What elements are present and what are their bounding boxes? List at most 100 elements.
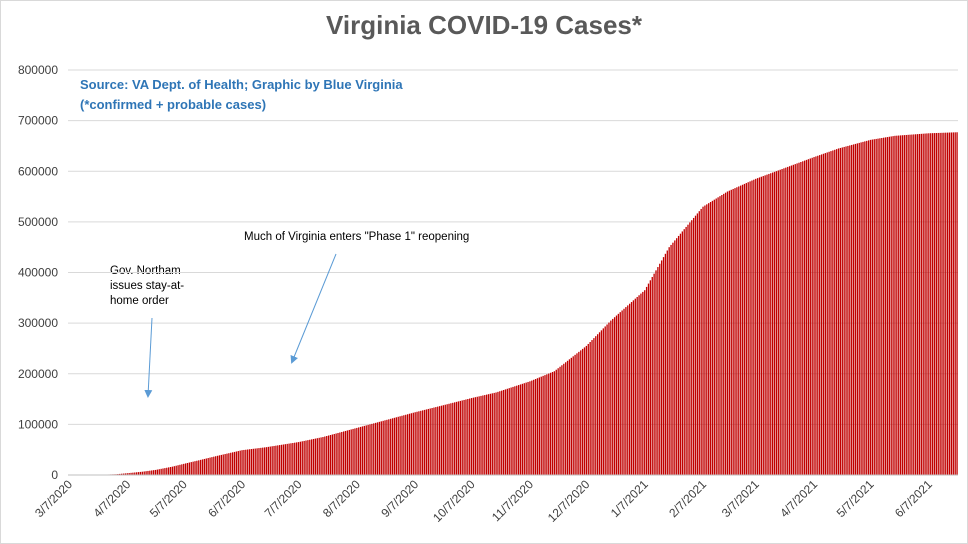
bar	[647, 283, 650, 475]
bar	[662, 257, 665, 475]
bar	[666, 250, 668, 475]
bar	[143, 471, 145, 475]
bar	[297, 442, 300, 475]
bar	[205, 458, 207, 475]
bar	[132, 472, 134, 475]
bar	[852, 144, 855, 476]
bar	[627, 305, 629, 475]
bar	[740, 185, 742, 475]
bar	[130, 472, 132, 475]
bar	[461, 400, 463, 475]
bar	[644, 290, 646, 475]
cases-footnote: (*confirmed + probable cases)	[80, 97, 267, 112]
bar	[386, 419, 388, 475]
bar	[730, 189, 732, 475]
bar	[869, 139, 872, 476]
bar	[766, 174, 768, 475]
bar	[228, 453, 230, 475]
bar	[273, 445, 275, 475]
bar	[581, 348, 584, 475]
bar	[672, 242, 674, 475]
bar	[943, 132, 945, 476]
bar	[871, 139, 874, 476]
bar	[194, 461, 196, 475]
bar	[922, 133, 924, 475]
bar	[373, 423, 375, 475]
bar	[559, 366, 561, 475]
bar	[954, 132, 956, 475]
annotation-stay-at-home: Gov. Northam issues stay-at-home order	[110, 265, 185, 307]
bar	[267, 446, 270, 475]
bar	[352, 428, 354, 475]
x-tick-label: 9/7/2020	[378, 477, 421, 520]
bar	[873, 139, 875, 476]
bar	[781, 169, 783, 475]
bar	[724, 192, 727, 476]
bar	[384, 420, 386, 475]
bar	[501, 390, 503, 476]
bar	[685, 226, 687, 475]
bar	[747, 182, 749, 475]
x-tick-label: 2/7/2021	[666, 477, 709, 520]
bar	[154, 469, 157, 475]
bar	[689, 222, 691, 475]
bar	[630, 302, 633, 475]
bar	[427, 408, 429, 475]
bar	[809, 158, 811, 476]
bar	[867, 140, 870, 475]
bar	[676, 238, 678, 475]
bar	[941, 132, 943, 475]
bar	[549, 372, 552, 475]
y-tick-label: 100000	[18, 417, 58, 431]
bar	[327, 435, 330, 475]
bar	[723, 193, 725, 475]
bar	[335, 433, 337, 475]
bar	[137, 472, 140, 475]
x-tick-label: 10/7/2020	[430, 477, 478, 525]
bar	[807, 159, 810, 475]
bar	[615, 315, 618, 475]
bar	[948, 132, 951, 476]
bar	[235, 451, 238, 475]
bar	[292, 442, 294, 475]
bar	[295, 442, 298, 475]
bar	[779, 169, 781, 476]
bar	[339, 432, 341, 475]
bar	[450, 403, 452, 475]
bar	[314, 438, 317, 475]
bar	[956, 132, 958, 475]
bar	[284, 444, 286, 475]
bar	[843, 146, 845, 475]
bar	[568, 359, 571, 475]
bar	[354, 428, 356, 475]
y-tick-label: 500000	[18, 215, 58, 229]
bar	[393, 417, 396, 475]
bar	[454, 402, 456, 475]
bar	[649, 280, 652, 475]
bar	[119, 473, 121, 475]
bar	[517, 385, 520, 475]
bar	[903, 135, 906, 476]
bar	[224, 454, 226, 475]
bar	[884, 137, 887, 475]
bar	[380, 421, 382, 475]
bar	[805, 159, 808, 475]
source-note: Source: VA Dept. of Health; Graphic by B…	[80, 77, 403, 92]
bar	[751, 180, 753, 475]
bar	[572, 356, 574, 475]
bar	[736, 187, 738, 475]
bar	[333, 433, 335, 475]
bar	[190, 462, 192, 475]
bar	[318, 437, 320, 475]
bar	[679, 233, 682, 475]
bar	[924, 133, 926, 475]
bar	[469, 398, 471, 475]
bar	[414, 412, 416, 475]
bar	[875, 138, 877, 475]
bar	[777, 170, 779, 475]
bar	[800, 162, 802, 475]
bar	[324, 436, 326, 475]
bar	[245, 449, 247, 475]
bar	[378, 421, 381, 475]
bar	[169, 467, 172, 475]
